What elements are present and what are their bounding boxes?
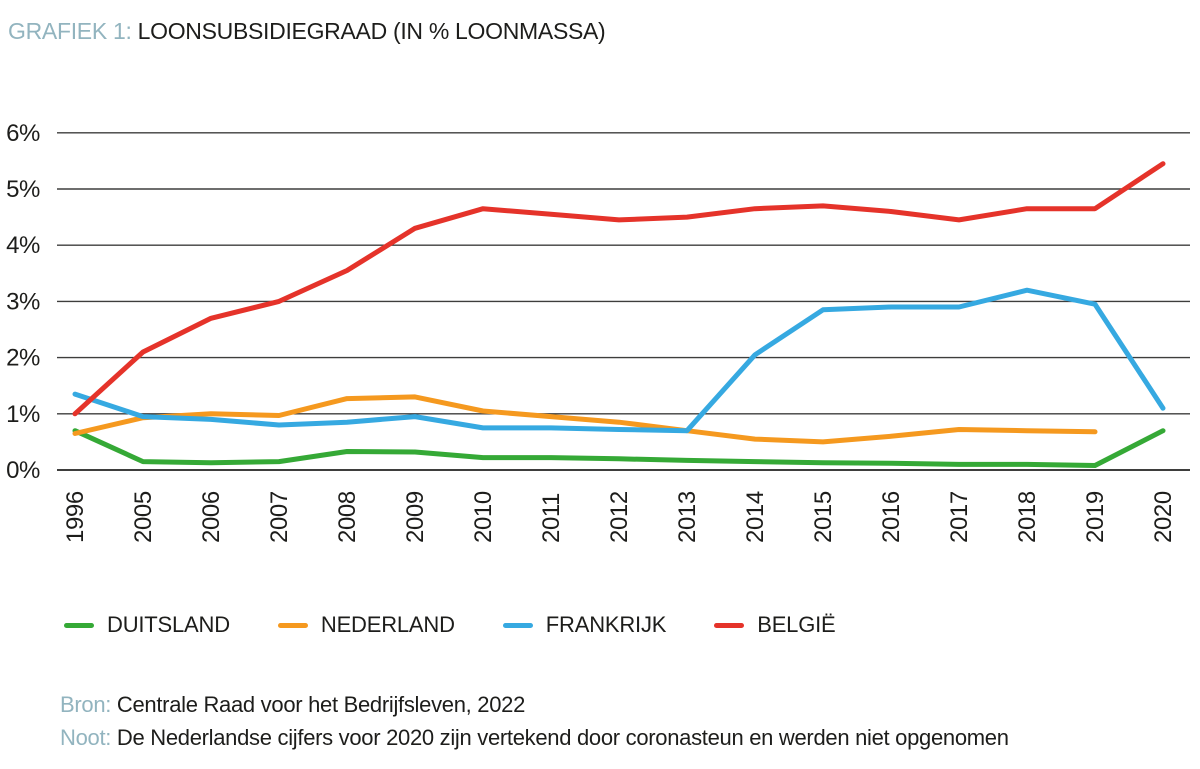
line-chart: 0% 1% 2% 3% 4% 5% 6% 1996 2005 2006 2007 2008 2009 2… [6, 120, 1190, 543]
y-axis-label: 0% [6, 457, 40, 484]
chart-legend: DUITSLAND NEDERLAND FRANKRIJK BELGIË [64, 612, 836, 638]
x-axis-label: 2017 [946, 491, 973, 543]
x-axis-label: 2009 [402, 491, 429, 543]
series-line-frankrijk [72, 287, 1166, 434]
x-axis-label: 2020 [1150, 491, 1177, 543]
source-line: Bron: Centrale Raad voor het Bedrijfslev… [60, 688, 1009, 721]
y-axis-label: 3% [6, 288, 40, 315]
y-axis-labels: 0% 1% 2% 3% 4% 5% 6% [6, 120, 40, 484]
legend-item-frankrijk: FRANKRIJK [502, 612, 667, 638]
legend-label: DUITSLAND [107, 612, 230, 637]
legend-item-belgie: BELGIË [714, 612, 836, 638]
x-axis-label: 2014 [742, 491, 769, 543]
series-lines [72, 161, 1166, 468]
legend-swatch-belgie [714, 622, 745, 628]
y-axis-label: 6% [6, 120, 40, 147]
legend-label: FRANKRIJK [545, 612, 667, 637]
legend-label: BELGIË [757, 612, 836, 637]
x-axis-label: 2016 [878, 491, 905, 543]
x-axis-label: 2005 [130, 491, 157, 543]
x-axis-label: 2007 [266, 491, 293, 543]
x-axis-label: 1996 [62, 491, 89, 543]
note-line: Noot: De Nederlandse cijfers voor 2020 z… [60, 721, 1009, 754]
y-axis-label: 5% [6, 176, 40, 203]
x-axis-labels: 1996 2005 2006 2007 2008 2009 2010 2011 2012 2013… [62, 491, 1177, 543]
y-axis-label: 4% [6, 232, 40, 259]
x-axis-label: 2006 [198, 491, 225, 543]
series-line-nederland [72, 394, 1098, 445]
chart-footer: Bron: Centrale Raad voor het Bedrijfslev… [60, 688, 1009, 754]
legend-item-duitsland: DUITSLAND [64, 612, 230, 638]
legend-item-nederland: NEDERLAND [277, 612, 455, 638]
note-label: Noot: [60, 725, 112, 750]
legend-swatch-frankrijk [502, 622, 533, 628]
legend-label: NEDERLAND [320, 612, 455, 637]
x-axis-label: 2010 [470, 491, 497, 543]
x-axis-label: 2013 [674, 491, 701, 543]
x-axis-label: 2015 [810, 491, 837, 543]
legend-swatch-duitsland [64, 622, 94, 628]
x-axis-label: 2012 [606, 491, 633, 543]
x-axis-label: 2008 [334, 491, 361, 543]
page-title: GRAFIEK 1: LOONSUBSIDIEGRAAD (IN % LOONM… [8, 18, 606, 45]
series-line-duitsland [72, 428, 1166, 468]
x-axis-label: 2011 [538, 493, 565, 543]
source-text: Centrale Raad voor het Bedrijfsleven, 20… [116, 692, 526, 717]
y-axis-label: 1% [6, 401, 40, 428]
title-prefix: GRAFIEK 1: [8, 18, 132, 44]
note-text: De Nederlandse cijfers voor 2020 zijn ve… [116, 725, 1009, 750]
y-axis-label: 2% [6, 345, 40, 372]
title-text: LOONSUBSIDIEGRAAD (IN % LOONMASSA) [137, 18, 606, 44]
x-axis-label: 2019 [1082, 491, 1109, 543]
series-line-belgie [72, 161, 1166, 417]
x-axis-label: 2018 [1014, 491, 1041, 543]
legend-swatch-nederland [277, 622, 308, 628]
source-label: Bron: [60, 692, 112, 717]
